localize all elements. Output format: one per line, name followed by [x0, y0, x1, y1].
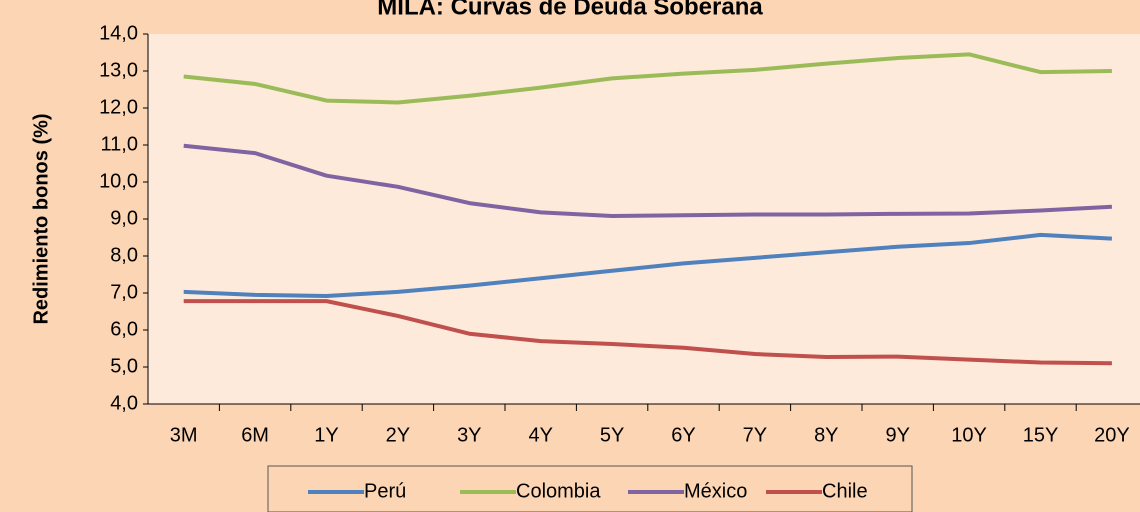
x-tick-label: 9Y	[885, 424, 909, 446]
y-tick-label: 5,0	[110, 355, 138, 377]
x-tick-label: 3Y	[457, 424, 481, 446]
y-tick-label: 7,0	[110, 281, 138, 303]
series-line	[183, 52, 1112, 105]
legend-box	[267, 465, 913, 512]
y-tick-label: 12,0	[99, 96, 138, 118]
y-tick-label: 6,0	[110, 318, 138, 340]
series-line	[183, 232, 1113, 298]
legend-label: Perú	[364, 480, 406, 502]
x-tick-label: 5Y	[600, 424, 624, 446]
y-tick-label: 13,0	[99, 59, 138, 81]
x-tick-label: 7Y	[743, 424, 767, 446]
x-tick-label: 6M	[241, 424, 269, 446]
y-tick-label: 8,0	[110, 244, 138, 266]
y-tick-label: 10,0	[99, 170, 138, 192]
legend-label: México	[684, 480, 747, 502]
y-tick-label: 4,0	[110, 392, 138, 414]
x-tick-label: 4Y	[528, 424, 552, 446]
plot-area	[148, 34, 1140, 404]
x-tick-label: 3M	[170, 424, 198, 446]
legend-label: Colombia	[516, 480, 601, 502]
series-line	[183, 143, 1113, 219]
y-tick-label: 9,0	[110, 207, 138, 229]
x-tick-label: 8Y	[814, 424, 838, 446]
y-axis-label: Redimiento bonos (%)	[30, 113, 52, 324]
series-line	[183, 299, 1112, 366]
chart-title: MILA: Curvas de Deuda Soberana	[377, 0, 763, 20]
x-tick-label: 15Y	[1023, 424, 1059, 446]
y-tick-label: 11,0	[101, 133, 138, 155]
y-tick-label: 14,0	[99, 22, 138, 44]
legend-label: Chile	[822, 480, 868, 502]
x-tick-label: 20Y	[1094, 424, 1130, 446]
x-tick-label: 1Y	[314, 424, 338, 446]
x-tick-label: 10Y	[951, 424, 987, 446]
x-tick-label: 2Y	[386, 424, 410, 446]
x-tick-label: 6Y	[671, 424, 695, 446]
